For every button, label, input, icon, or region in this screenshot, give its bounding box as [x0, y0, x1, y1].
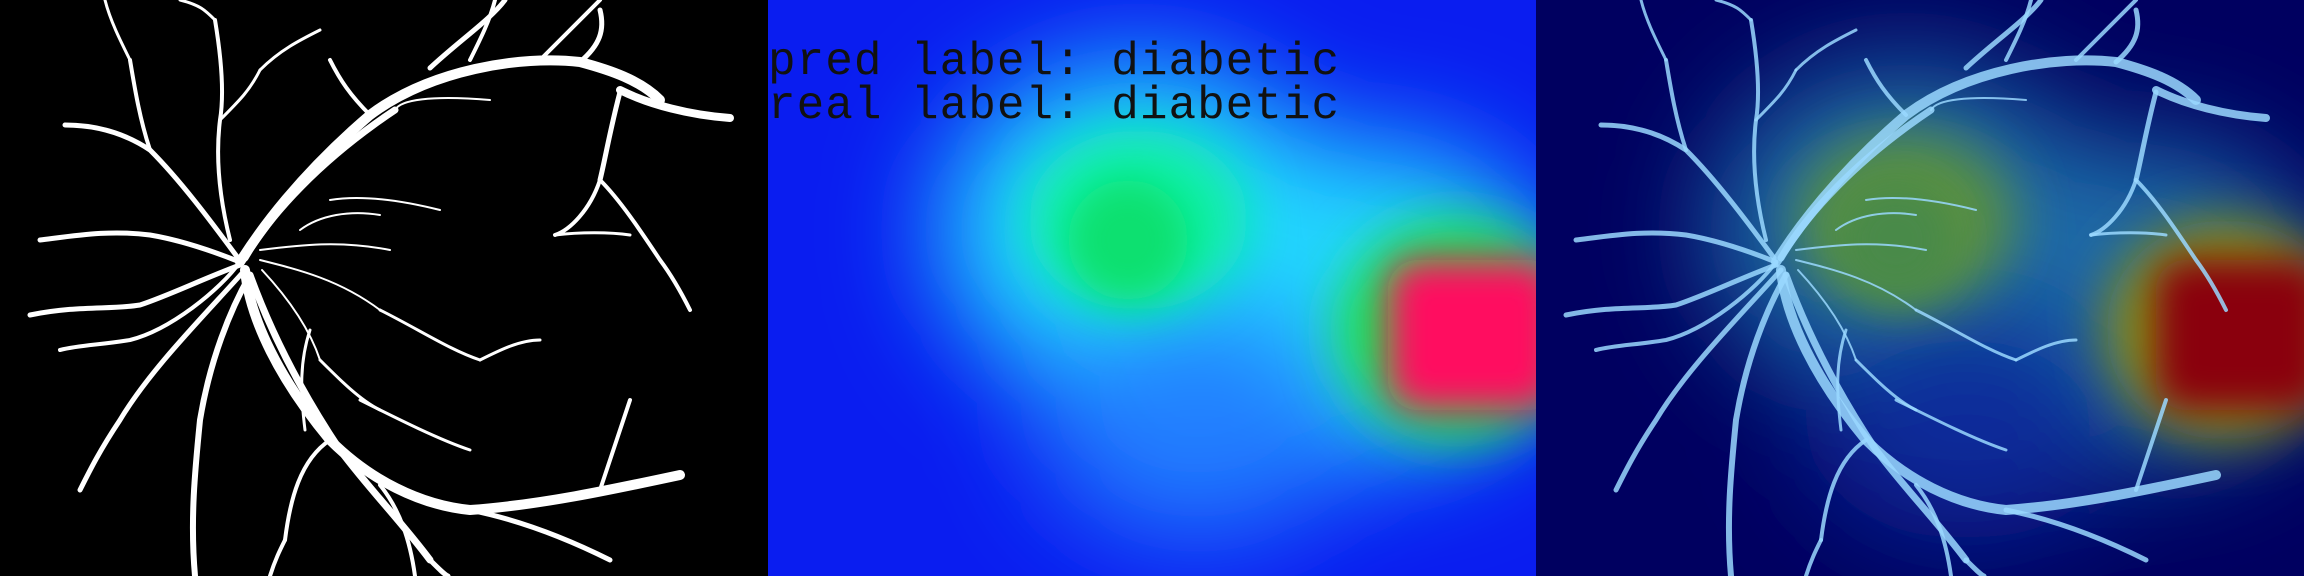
vessel-mask-image — [0, 0, 768, 576]
overlay-image — [1536, 0, 2304, 576]
heatmap-overlay-panel — [1536, 0, 2304, 576]
real-label-text: real label: diabetic — [768, 80, 1341, 132]
heatmap-image — [768, 0, 1536, 576]
label-text-block: pred label: diabetic real label: diabetic — [768, 36, 1341, 132]
pred-label-text: pred label: diabetic — [768, 36, 1341, 88]
vessel-segmentation-panel — [0, 0, 768, 576]
attention-heatmap-panel: pred label: diabetic real label: diabetic — [768, 0, 1536, 576]
